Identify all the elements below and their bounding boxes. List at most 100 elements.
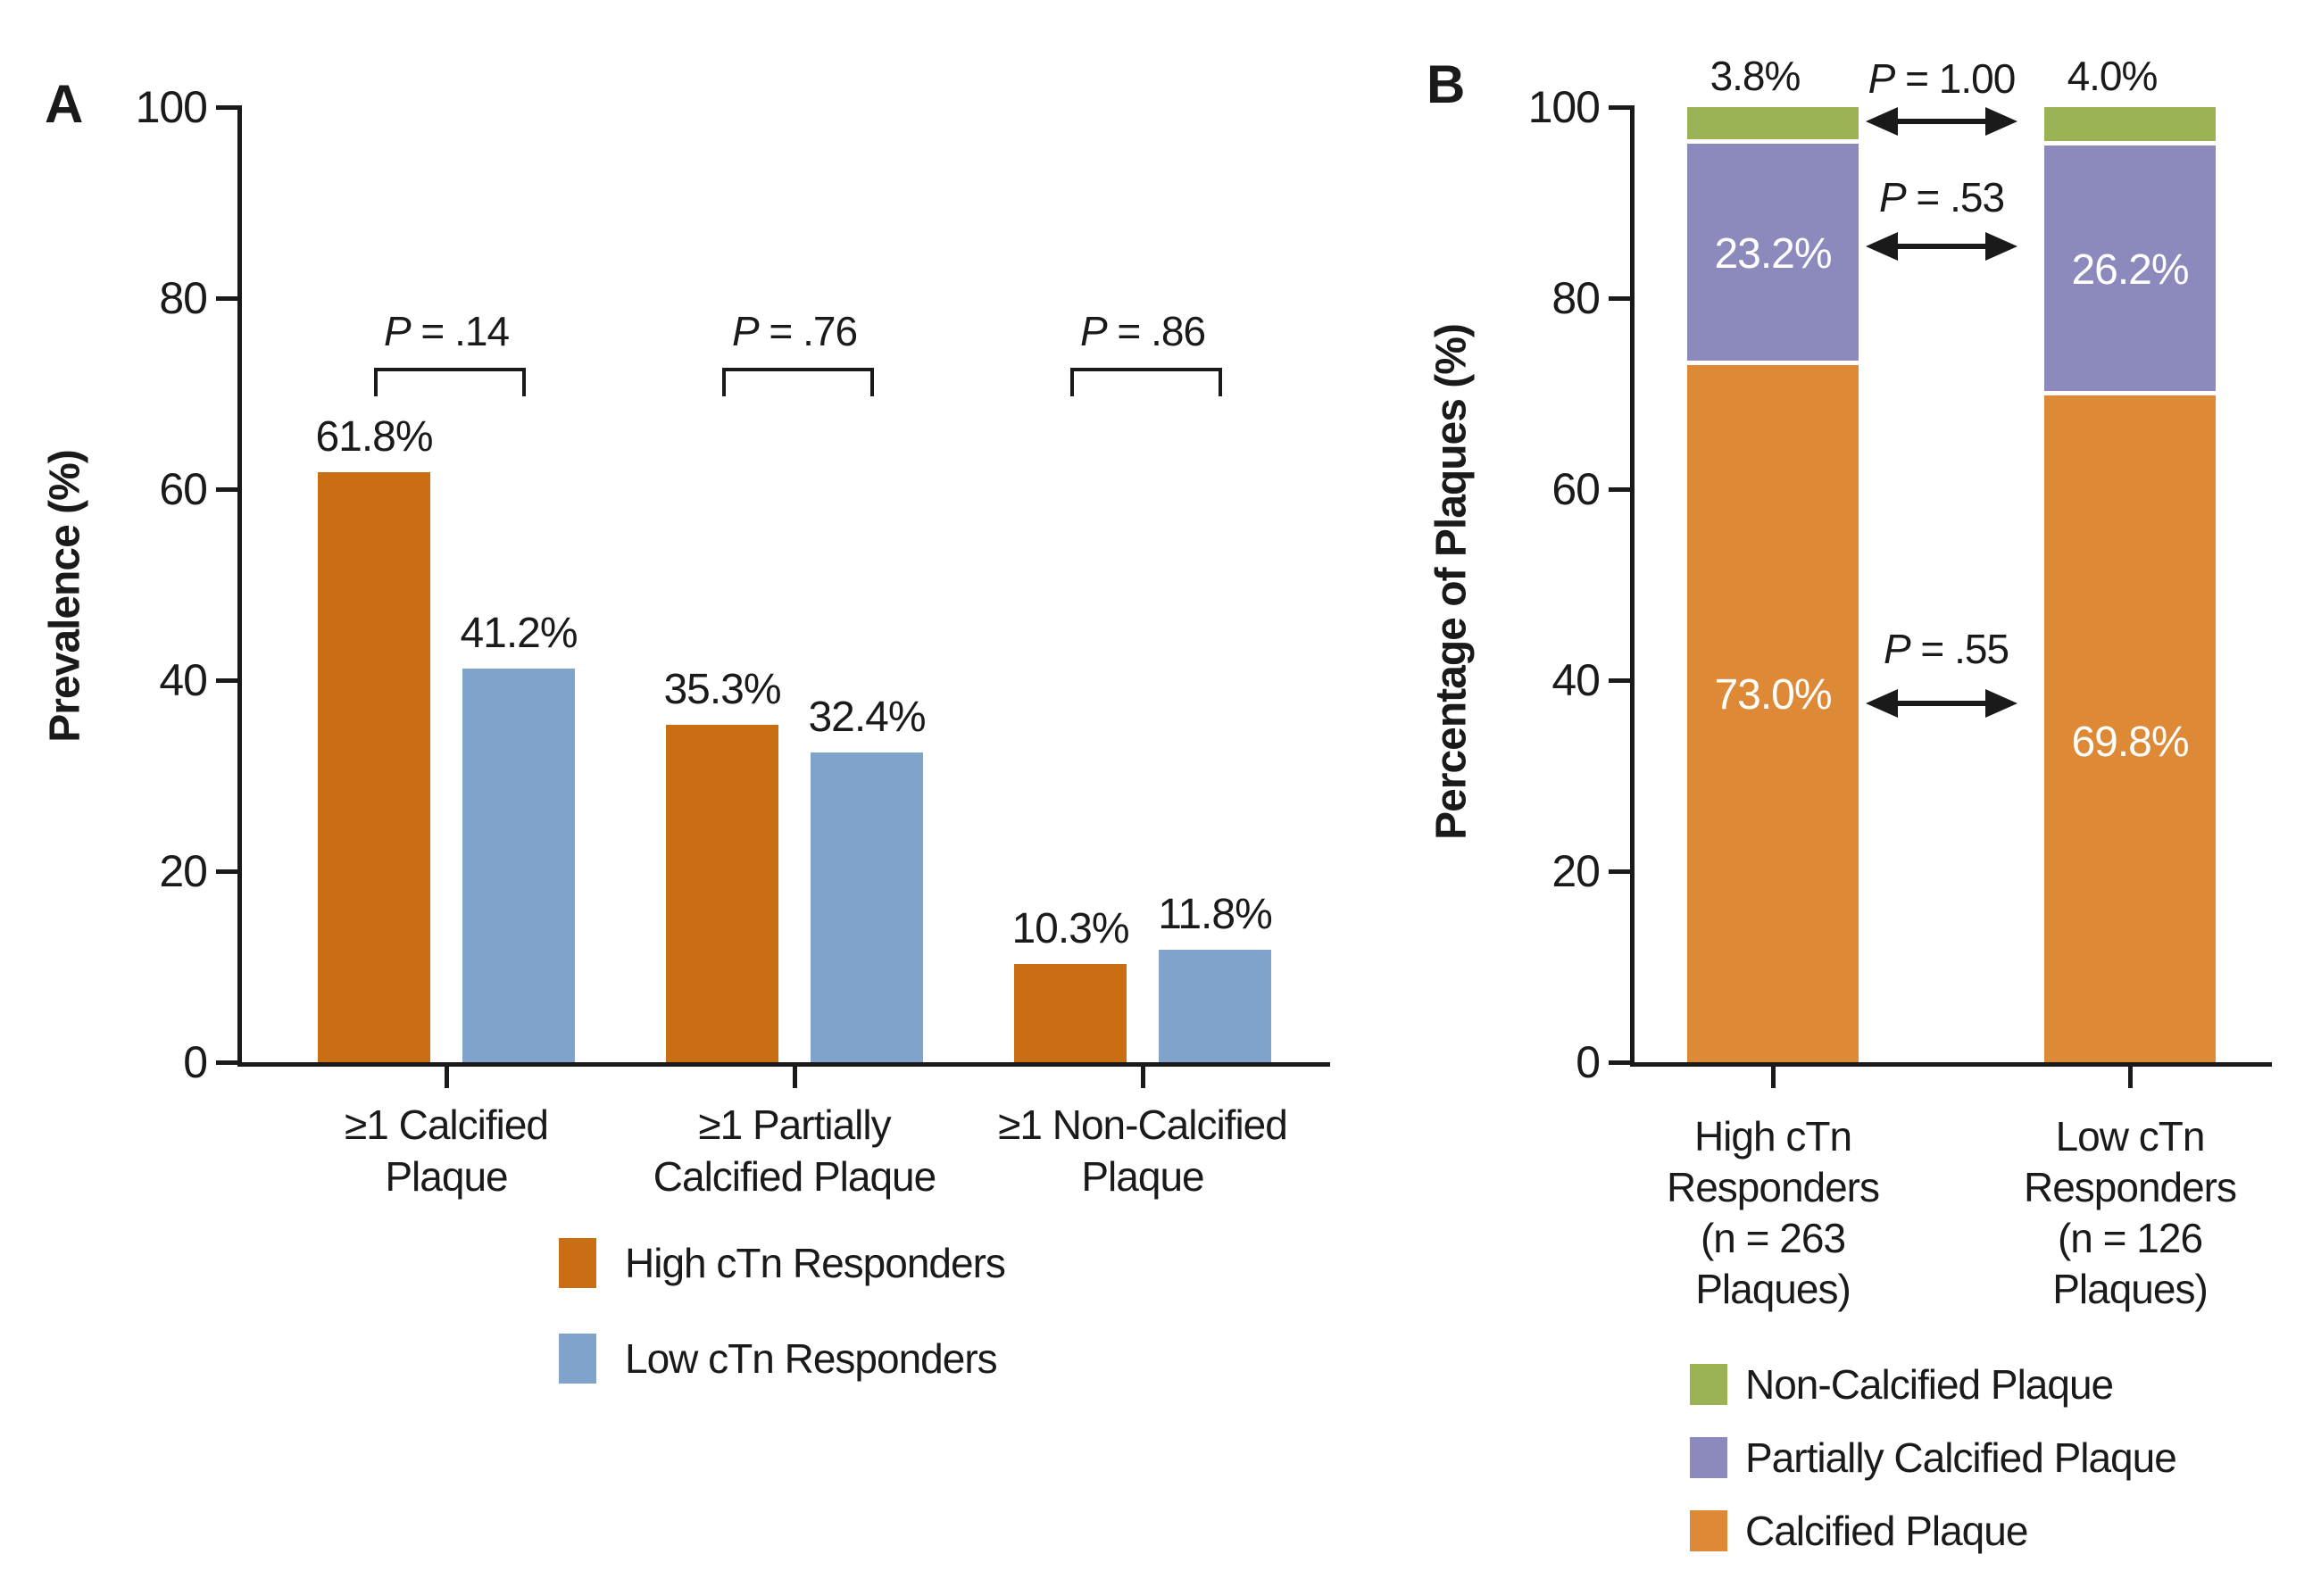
y-tick-label: 20 — [159, 846, 208, 896]
legend-label: High cTn Responders — [625, 1240, 1006, 1286]
bar-high-ctn — [318, 471, 430, 1062]
significance-bracket — [1070, 368, 1222, 396]
p-symbol: P — [731, 308, 760, 354]
bar-value-label: 61.8% — [315, 412, 433, 461]
segment-non_calcified — [1687, 107, 1859, 144]
bar-low-ctn — [462, 669, 575, 1062]
x-tick-mark — [1141, 1067, 1145, 1088]
p-value: = .53 — [1905, 174, 2005, 220]
x-category-label: Calcified Plaque — [653, 1153, 936, 1200]
legend-swatch-low_ctn — [559, 1334, 596, 1384]
segment-partially_calcified — [1687, 143, 1859, 365]
p-value-label: P = .86 — [991, 305, 1294, 357]
double-arrow-line — [1891, 244, 1992, 249]
bar-value-label: 35.3% — [663, 666, 781, 714]
double-arrow-right-head — [1985, 107, 2017, 136]
y-tick-mark — [1609, 487, 1630, 492]
legend-label: Calcified Plaque — [1745, 1508, 2028, 1554]
y-tick-mark — [1609, 678, 1630, 683]
x-category-label: ≥1 Partially — [698, 1101, 891, 1148]
x-category-label: Plaque — [1081, 1153, 1204, 1200]
x-category-label: (n = 263 — [1700, 1215, 1846, 1261]
bar-value-label: 10.3% — [1011, 904, 1129, 952]
p-value: = 1.00 — [1894, 55, 2016, 102]
x-axis-line — [1630, 1062, 2272, 1067]
p-symbol: P — [383, 308, 412, 354]
bar-high-ctn — [1014, 963, 1127, 1062]
double-arrow-left-head — [1866, 232, 1898, 261]
bar-value-label: 11.8% — [1158, 890, 1273, 938]
significance-bracket — [722, 368, 874, 396]
legend-swatch-partially_calcified — [1690, 1437, 1727, 1478]
legend-label: Low cTn Responders — [625, 1335, 998, 1382]
y-tick-mark — [1609, 869, 1630, 874]
y-tick-label: 80 — [1551, 273, 1601, 323]
legend-label: Partially Calcified Plaque — [1745, 1434, 2177, 1481]
p-symbol: P — [1878, 174, 1907, 220]
y-tick-mark — [216, 296, 237, 301]
double-arrow-left-head — [1866, 689, 1898, 718]
p-symbol: P — [1868, 55, 1896, 102]
y-tick-label: 100 — [1527, 82, 1601, 132]
y-tick-label: 20 — [1551, 846, 1601, 896]
p-value-label: P = .14 — [295, 305, 598, 357]
y-tick-label: 40 — [1551, 655, 1601, 705]
y-tick-label: 80 — [159, 273, 208, 323]
x-category-label: Responders — [1666, 1164, 1880, 1210]
x-tick-mark — [1771, 1067, 1776, 1088]
segment-value-label: 4.0% — [2067, 53, 2159, 99]
p-value: = .76 — [758, 308, 858, 354]
y-tick-mark — [216, 105, 237, 110]
x-tick-mark — [2128, 1067, 2133, 1088]
double-arrow-line — [1891, 701, 1992, 706]
x-tick-mark — [793, 1067, 797, 1088]
x-category-label: Responders — [2023, 1164, 2237, 1210]
p-value-label-partially-calcified: P = .53 — [1790, 171, 2093, 223]
y-tick-label: 100 — [135, 82, 208, 132]
segment-value-label: 69.8% — [2071, 718, 2189, 766]
x-category-label: ≥1 Non-Calcified — [998, 1101, 1288, 1148]
legend-swatch-non_calcified — [1690, 1364, 1727, 1405]
y-tick-mark — [216, 678, 237, 683]
double-arrow-right-head — [1985, 689, 2017, 718]
double-arrow-right-head — [1985, 232, 2017, 261]
x-axis-line — [237, 1062, 1330, 1067]
y-tick-mark — [1609, 1060, 1630, 1065]
segment-value-label: 73.0% — [1714, 671, 1832, 719]
panel-a-letter: A — [45, 74, 84, 134]
x-category-label: Plaque — [385, 1153, 508, 1200]
y-axis-line — [237, 105, 242, 1067]
y-tick-mark — [216, 869, 237, 874]
segment-calcified — [2044, 395, 2216, 1062]
segment-non_calcified — [2044, 107, 2216, 145]
y-tick-label: 40 — [159, 655, 208, 705]
x-category-label: (n = 126 — [2057, 1215, 2203, 1261]
x-tick-mark — [445, 1067, 449, 1088]
legend-label: Non-Calcified Plaque — [1745, 1361, 2114, 1408]
x-category-label: ≥1 Calcified — [344, 1101, 549, 1148]
y-axis-line — [1630, 105, 1635, 1067]
panel-b-y-axis-title: Percentage of Plaques (%) — [1427, 324, 1476, 840]
double-arrow-left-head — [1866, 107, 1898, 136]
p-value: = .55 — [1909, 626, 2009, 672]
x-category-label: Low cTn — [2055, 1113, 2206, 1160]
legend-swatch-calcified — [1690, 1510, 1727, 1551]
x-category-label: Plaques) — [1695, 1266, 1851, 1312]
p-value: = .14 — [410, 308, 510, 354]
y-tick-label: 60 — [1551, 464, 1601, 514]
p-value-label-non-calcified: P = 1.00 — [1790, 53, 2093, 104]
panel-b-letter: B — [1427, 54, 1466, 114]
p-value-label: P = .76 — [643, 305, 946, 357]
p-value: = .86 — [1106, 308, 1206, 354]
x-category-label: High cTn — [1693, 1113, 1852, 1160]
y-tick-mark — [1609, 105, 1630, 110]
y-tick-label: 60 — [159, 464, 208, 514]
segment-value-label: 23.2% — [1714, 229, 1832, 278]
bar-low-ctn — [811, 752, 923, 1062]
segment-value-label: 26.2% — [2071, 245, 2189, 294]
x-category-label: Plaques) — [2052, 1266, 2209, 1312]
segment-value-label: 3.8% — [1710, 53, 1801, 99]
bar-value-label: 32.4% — [808, 694, 926, 742]
double-arrow-line — [1891, 119, 1992, 124]
